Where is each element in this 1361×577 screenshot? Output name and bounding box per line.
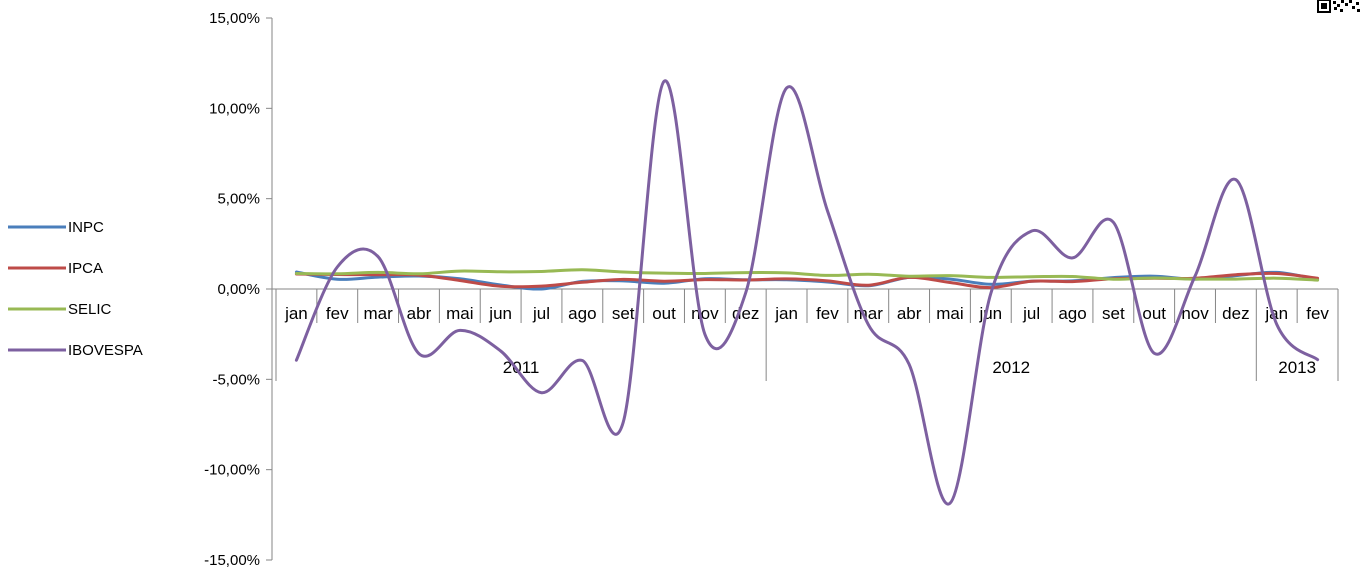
y-tick-label: -5,00% (212, 371, 260, 388)
x-tick-label: ago (1058, 304, 1086, 323)
x-axis: jan fev mar abr mai jun jul ago set out nov dez jan f… (272, 288, 1339, 381)
x-tick-label: set (612, 304, 635, 323)
x-tick-label: fev (326, 304, 349, 323)
legend: INPC IPCA SELIC IBOVESPA (8, 219, 143, 359)
y-tick-label: -15,00% (204, 552, 260, 569)
x-tick-label: jan (774, 304, 798, 323)
legend-label: INPC (68, 219, 104, 236)
series-line-ibovespa (294, 79, 1320, 506)
y-tick-label: -10,00% (204, 462, 260, 479)
x-tick-label: jun (488, 304, 512, 323)
y-axis: 15,00% 10,00% 5,00% 0,00% -5,00% -10,00% -15,0… (204, 10, 273, 569)
x-tick-label: jul (532, 304, 550, 323)
y-tick-label: 10,00% (209, 100, 260, 117)
x-tick-label: abr (407, 304, 432, 323)
x-tick-label: jul (1022, 304, 1040, 323)
legend-label: IPCA (68, 260, 103, 277)
x-tick-label: mar (854, 304, 884, 323)
year-label: 2013 (1278, 358, 1316, 377)
x-tick-label: set (1102, 304, 1125, 323)
x-tick-label: jun (978, 304, 1002, 323)
y-tick-label: 15,00% (209, 10, 260, 27)
x-tick-label: nov (691, 304, 719, 323)
x-tick-label: nov (1181, 304, 1209, 323)
x-tick-label: abr (897, 304, 922, 323)
series-lines (294, 79, 1320, 506)
x-tick-label: ago (568, 304, 596, 323)
qr-code-icon (1317, 0, 1360, 13)
x-tick-label: jan (284, 304, 308, 323)
legend-label: IBOVESPA (68, 342, 143, 359)
x-tick-label: out (652, 304, 676, 323)
x-tick-label: mai (446, 304, 473, 323)
x-tick-label: fev (816, 304, 839, 323)
y-tick-label: 0,00% (217, 281, 260, 298)
x-tick-label: fev (1306, 304, 1329, 323)
year-label: 2012 (992, 358, 1030, 377)
series-line-selic (294, 268, 1320, 282)
x-tick-label: out (1142, 304, 1166, 323)
x-tick-label: mai (936, 304, 963, 323)
x-tick-label: mar (363, 304, 393, 323)
legend-label: SELIC (68, 301, 112, 318)
y-tick-label: 5,00% (217, 191, 260, 208)
x-tick-label: dez (1222, 304, 1249, 323)
